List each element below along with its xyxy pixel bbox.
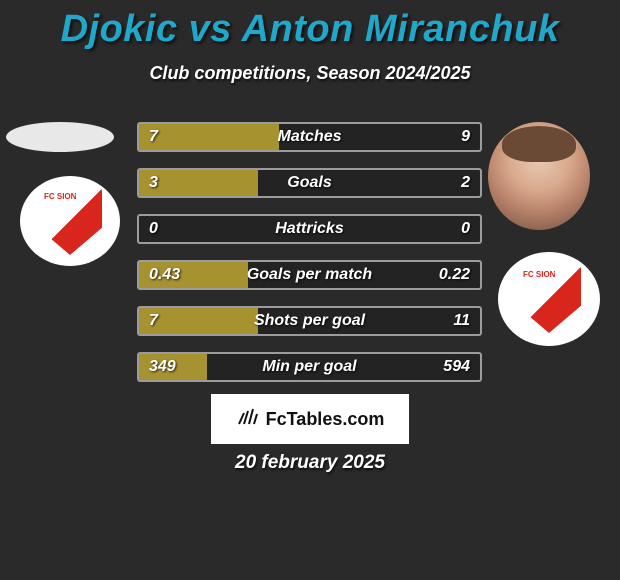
brand-logo-icon (236, 405, 260, 433)
stat-value-right: 0 (461, 216, 470, 242)
shield-icon: FC SION ★★ (38, 187, 102, 255)
stat-label: Shots per goal (139, 308, 480, 334)
brand-text: FcTables.com (266, 409, 385, 430)
player2-club-badge: FC SION ★★ (498, 252, 600, 346)
stat-value-right: 2 (461, 170, 470, 196)
avatar-hair (502, 126, 576, 162)
stat-row: 0.43 Goals per match 0.22 (137, 260, 482, 290)
stat-label: Goals per match (139, 262, 480, 288)
stat-row: 3 Goals 2 (137, 168, 482, 198)
shield-icon: FC SION ★★ (517, 265, 581, 333)
stat-value-right: 11 (453, 308, 470, 334)
date-text: 20 february 2025 (0, 452, 620, 474)
stats-chart: 7 Matches 9 3 Goals 2 0 Hattricks 0 0.43… (137, 122, 482, 398)
stat-label: Hattricks (139, 216, 480, 242)
stat-row: 7 Matches 9 (137, 122, 482, 152)
stat-value-right: 9 (461, 124, 470, 150)
stat-value-right: 594 (443, 354, 470, 380)
player2-avatar (488, 122, 590, 230)
stat-value-right: 0.22 (439, 262, 470, 288)
stat-label: Goals (139, 170, 480, 196)
stat-label: Min per goal (139, 354, 480, 380)
page-title: Djokic vs Anton Miranchuk (0, 0, 620, 51)
player1-club-badge: FC SION ★★ (20, 176, 120, 266)
stat-label: Matches (139, 124, 480, 150)
subtitle: Club competitions, Season 2024/2025 (0, 63, 620, 84)
stat-row: 0 Hattricks 0 (137, 214, 482, 244)
player1-avatar (6, 122, 114, 152)
stat-row: 7 Shots per goal 11 (137, 306, 482, 336)
brand-badge: FcTables.com (211, 394, 409, 444)
stat-row: 349 Min per goal 594 (137, 352, 482, 382)
